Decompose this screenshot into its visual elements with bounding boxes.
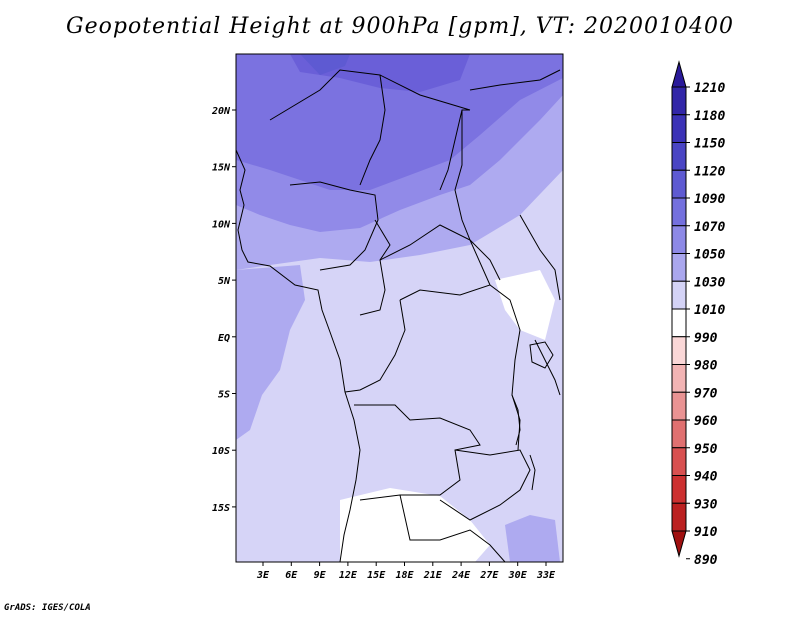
colorbar-swatch <box>671 197 687 227</box>
colorbar-label: 1180 <box>694 109 725 124</box>
colorbar-swatch <box>671 336 687 365</box>
colorbar-label: 890 <box>694 553 718 568</box>
lon-tick-label: 21E <box>423 570 443 581</box>
colorbar-label: 950 <box>694 442 718 457</box>
colorbar-label: 960 <box>694 414 718 429</box>
lon-tick-label: 18E <box>395 570 414 581</box>
geopotential-field <box>236 54 563 562</box>
field-region-white-south <box>340 488 490 562</box>
lat-tick-label: EQ <box>218 333 230 344</box>
colorbar-swatch <box>671 253 687 282</box>
lon-tick-label: 27E <box>479 570 499 581</box>
lake-tanganyika <box>511 394 521 446</box>
map-frame <box>235 53 564 563</box>
lon-tick-label: 6E <box>285 570 298 581</box>
lon-tick-label: 3E <box>256 570 270 581</box>
border-east-africa <box>469 69 561 91</box>
lon-tick-label: 33E <box>536 570 556 581</box>
colorbar-label: 1070 <box>694 220 725 235</box>
colorbar-swatch <box>671 308 687 338</box>
border-niger-chad <box>439 109 470 191</box>
latitude-ticks: 20N 15N 10N 5N EQ 5S 10S 15S <box>211 106 236 514</box>
border-namibia-botswana <box>399 494 506 562</box>
border-kenya-tanzania <box>534 339 561 396</box>
colorbar-top-arrow <box>671 60 687 88</box>
colorbar-swatch <box>671 364 687 393</box>
colorbar-label: 1030 <box>694 275 725 290</box>
lat-tick-label: 15N <box>212 163 231 174</box>
border-drc-east <box>489 284 521 451</box>
lat-tick-label: 5S <box>218 390 230 401</box>
colorbar-swatch <box>671 169 687 199</box>
colorbar-bottom-arrow <box>671 530 687 558</box>
colorbar-label: 990 <box>694 331 718 346</box>
border-congo-drc <box>344 299 406 393</box>
colorbar-swatch <box>671 86 687 116</box>
lat-tick-label: 10S <box>212 446 230 457</box>
longitude-ticks: 3E 6E 9E 12E 15E 18E 21E 24E 27E 30E 33E <box>256 562 556 581</box>
colorbar-swatch <box>671 502 687 532</box>
border-ethiopia <box>519 214 561 301</box>
colorbar-label: 910 <box>694 525 718 540</box>
colorbar: 1210 1180 1150 1120 1090 1070 1050 1030 1010 990 9… <box>671 60 725 568</box>
lat-tick-label: 5N <box>218 276 231 287</box>
colorbar-label: 1150 <box>694 137 725 152</box>
country-borders <box>236 69 561 562</box>
field-region-light-southeast <box>505 515 560 562</box>
border-sahara-north <box>269 69 471 121</box>
field-region-white-east <box>495 270 555 340</box>
field-region-deep-north <box>300 54 350 75</box>
grads-credit: GrADS: IGES/COLA <box>4 603 91 613</box>
lat-tick-label: 20N <box>211 106 231 117</box>
lon-tick-label: 12E <box>339 570 358 581</box>
colorbar-label: 930 <box>694 497 718 512</box>
colorbar-label: 1210 <box>694 81 725 96</box>
lake-victoria <box>529 341 554 369</box>
chart-title: Geopotential Height at 900hPa [gpm], VT:… <box>66 14 734 39</box>
lon-tick-label: 15E <box>367 570 386 581</box>
field-region-light-west <box>236 265 305 440</box>
lat-tick-label: 15S <box>212 503 230 514</box>
colorbar-label: 1120 <box>694 164 725 179</box>
colorbar-swatch <box>671 225 687 254</box>
border-angola <box>354 404 481 501</box>
colorbar-label: 1010 <box>694 303 725 318</box>
colorbar-swatch <box>671 447 687 476</box>
colorbar-label: 980 <box>694 359 718 374</box>
colorbar-swatch <box>671 114 687 143</box>
colorbar-label: 940 <box>694 470 718 485</box>
lon-tick-label: 24E <box>451 570 471 581</box>
colorbar-swatch <box>671 475 687 504</box>
colorbar-swatch <box>671 391 687 421</box>
coastline-west-africa <box>236 149 361 562</box>
colorbar-swatch <box>671 419 687 449</box>
border-mali-niger <box>359 74 386 186</box>
lake-malawi <box>529 454 536 491</box>
border-zambia <box>439 449 531 521</box>
colorbar-label: 970 <box>694 386 718 401</box>
border-nigeria <box>289 181 379 271</box>
colorbar-swatch <box>671 142 687 171</box>
lon-tick-label: 9E <box>314 570 327 581</box>
colorbar-swatch <box>671 280 687 310</box>
border-car <box>379 224 491 301</box>
colorbar-label: 1090 <box>694 192 725 207</box>
border-cameroon <box>359 219 391 316</box>
lon-tick-label: 30E <box>508 570 528 581</box>
lat-tick-label: 10N <box>212 219 231 230</box>
colorbar-label: 1050 <box>694 248 725 263</box>
border-chad-sudan <box>454 110 501 281</box>
